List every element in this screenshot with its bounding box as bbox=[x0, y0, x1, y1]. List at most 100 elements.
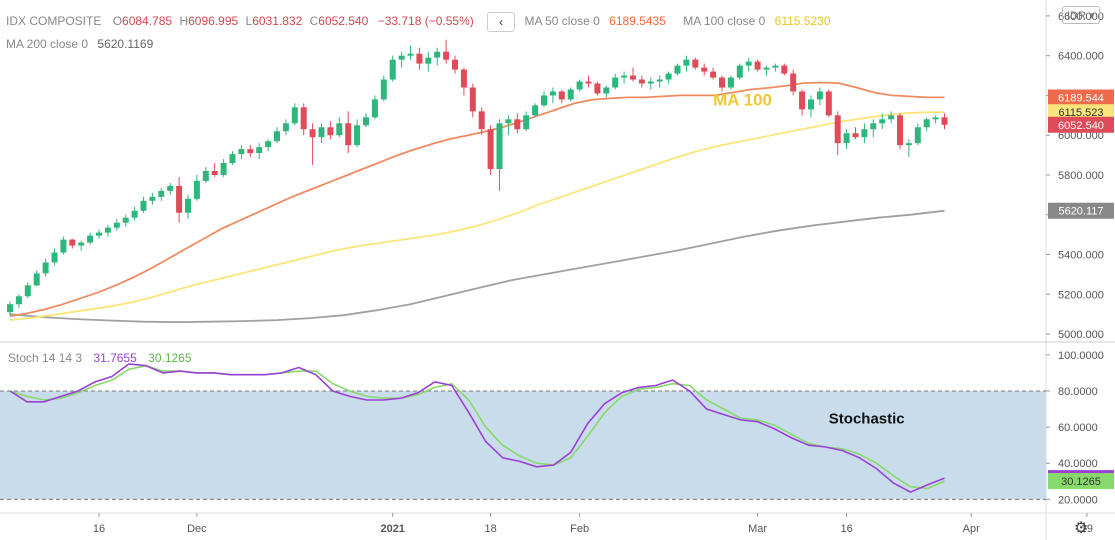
low-value: 6031.832 bbox=[252, 14, 303, 29]
candle-body bbox=[229, 154, 236, 164]
candle-body bbox=[834, 115, 841, 144]
candle-body bbox=[683, 59, 690, 66]
candle-body bbox=[140, 200, 147, 211]
candle bbox=[638, 75, 645, 88]
candle bbox=[167, 182, 174, 195]
candle-body bbox=[300, 107, 307, 130]
candle-body bbox=[336, 123, 343, 136]
candle-body bbox=[638, 79, 645, 84]
candle bbox=[460, 67, 467, 96]
open-key: O bbox=[112, 14, 123, 29]
collapse-legend-button[interactable]: ‹ bbox=[487, 12, 516, 32]
main-price-label: 6189.544 bbox=[1058, 93, 1104, 105]
candle bbox=[69, 238, 76, 249]
currency-button[interactable]: IDR ▾ bbox=[1062, 6, 1100, 24]
candle-body bbox=[656, 79, 663, 82]
candle bbox=[282, 119, 289, 136]
candle-body bbox=[825, 91, 832, 116]
candle bbox=[469, 83, 476, 118]
candle-body bbox=[754, 61, 761, 70]
candle bbox=[905, 139, 912, 158]
candle bbox=[407, 45, 414, 60]
candle-body bbox=[167, 185, 174, 191]
main-legend-row1: IDX COMPOSITE O6084.785 H6096.995 L6031.… bbox=[6, 12, 831, 32]
candle-body bbox=[879, 119, 886, 124]
candle bbox=[140, 196, 147, 213]
y-tick-label: 6600.000 bbox=[1058, 11, 1104, 23]
candle bbox=[941, 113, 948, 130]
y-tick-label: 5200.000 bbox=[1058, 289, 1104, 301]
y-tick-label: 6400.000 bbox=[1058, 51, 1104, 63]
x-tick-label: 2021 bbox=[380, 523, 404, 535]
candle-body bbox=[772, 65, 779, 68]
ma100-line bbox=[9, 111, 945, 321]
candle-body bbox=[33, 273, 40, 286]
stoch-band bbox=[0, 390, 1046, 500]
candle bbox=[7, 301, 13, 317]
main-price-label: 5620.117 bbox=[1058, 206, 1103, 218]
candle-body bbox=[514, 119, 521, 130]
candle-body bbox=[487, 129, 494, 170]
main-price-label-bg bbox=[1048, 116, 1114, 133]
candle-body bbox=[763, 67, 770, 70]
stoch-legend: Stoch 14 14 3 31.7655 30.1265 bbox=[8, 351, 192, 365]
candle bbox=[487, 125, 494, 175]
gear-icon[interactable]: ⚙ bbox=[1074, 520, 1089, 537]
candle bbox=[532, 103, 539, 118]
chevron-down-icon: ▾ bbox=[1088, 10, 1095, 22]
stoch-y-tick-label: 60.0000 bbox=[1058, 422, 1098, 434]
candle bbox=[585, 75, 592, 88]
candle-body bbox=[291, 107, 298, 124]
candle-body bbox=[701, 67, 708, 72]
candle bbox=[425, 51, 432, 72]
candle-body bbox=[363, 117, 369, 126]
candle-body bbox=[914, 127, 921, 144]
x-tick-label: 16 bbox=[840, 523, 852, 535]
candle-body bbox=[158, 190, 165, 197]
candle bbox=[363, 113, 369, 128]
y-tick-label: 5400.000 bbox=[1058, 250, 1104, 262]
candle-body bbox=[443, 51, 450, 60]
ma200-label: MA 200 close 0 bbox=[6, 37, 89, 51]
ma50-label: MA 50 close 0 bbox=[524, 14, 600, 29]
stochastic-annotation: Stochastic bbox=[829, 410, 905, 427]
candle-body bbox=[647, 81, 654, 84]
ma100-value: 6115.5230 bbox=[774, 14, 831, 29]
candle-body bbox=[211, 171, 218, 175]
candle bbox=[185, 194, 191, 219]
candle bbox=[42, 258, 49, 277]
candle-body bbox=[567, 89, 574, 100]
high-value: 6096.995 bbox=[188, 14, 239, 29]
candle-body bbox=[665, 73, 672, 80]
candle bbox=[808, 95, 814, 118]
candle bbox=[799, 89, 806, 116]
candle bbox=[736, 63, 743, 80]
candle bbox=[558, 89, 565, 104]
candle bbox=[354, 119, 361, 148]
candle-body bbox=[176, 185, 183, 213]
candle bbox=[416, 47, 423, 70]
candle-body bbox=[327, 127, 334, 136]
candle bbox=[870, 119, 877, 138]
candle bbox=[291, 103, 298, 126]
candle bbox=[265, 139, 272, 152]
ma200-line bbox=[9, 209, 945, 324]
candle bbox=[843, 129, 850, 150]
candle bbox=[505, 115, 512, 136]
stoch-d-value: 30.1265 bbox=[148, 351, 192, 365]
stoch-price-label-bg bbox=[1048, 473, 1114, 490]
main-price-label: 6052.540 bbox=[1058, 120, 1104, 132]
candle bbox=[87, 232, 94, 245]
candle-body bbox=[816, 91, 823, 100]
candle bbox=[683, 55, 690, 72]
candle bbox=[60, 236, 67, 255]
candle bbox=[176, 176, 183, 223]
candle bbox=[96, 229, 102, 239]
candle-body bbox=[398, 55, 405, 60]
candle-body bbox=[799, 91, 806, 110]
candle-body bbox=[247, 149, 254, 154]
candle bbox=[932, 115, 939, 124]
candle bbox=[656, 75, 663, 88]
candle bbox=[336, 117, 343, 138]
